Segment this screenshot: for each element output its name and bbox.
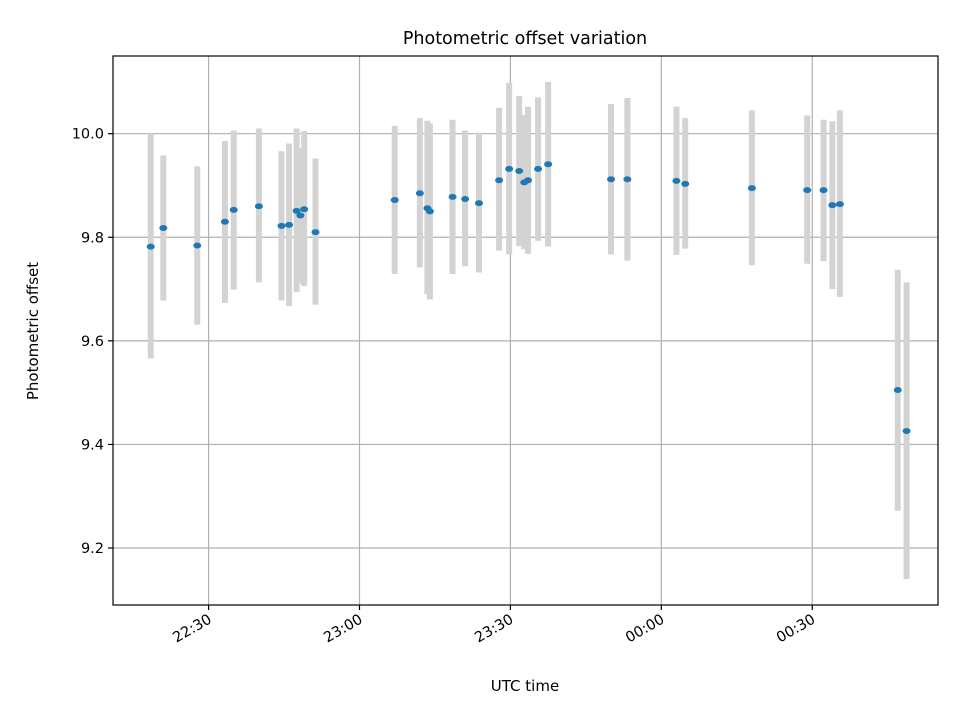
data-point [415,190,424,197]
data-point [448,193,457,200]
y-tick-label: 9.4 [81,437,104,453]
data-point [681,180,690,187]
data-point [461,195,470,202]
data-point [193,242,202,249]
data-point [474,200,483,207]
data-point [495,177,504,184]
chart-title: Photometric offset variation [403,29,647,49]
data-point [902,427,911,434]
data-point [672,177,681,184]
data-point [277,222,286,229]
data-point [390,196,399,203]
data-point [623,176,632,183]
data-point [300,206,309,213]
data-point [828,202,837,209]
y-tick-label: 9.8 [81,230,104,246]
data-point [296,212,305,219]
data-point [311,229,320,236]
data-point [893,387,902,394]
data-point [220,218,229,225]
y-tick-label: 9.2 [81,541,104,557]
data-point [607,176,616,183]
data-point [524,177,533,184]
data-point [229,206,238,213]
data-point [146,243,155,250]
y-tick-label: 10.0 [72,127,104,143]
data-point [159,224,168,231]
data-point [803,187,812,194]
data-point [515,167,524,174]
data-points [146,161,911,434]
data-point [747,185,756,192]
data-point [505,165,514,172]
y-tick-label: 9.6 [81,334,104,350]
data-point [544,161,553,168]
plot-area-frame [112,55,939,606]
y-axis-ticks: 9.2 9.4 9.6 9.8 10.0 [72,127,113,557]
x-axis-label: UTC time [491,677,559,695]
data-point [425,208,434,215]
y-axis-label: Photometric offset [24,262,42,400]
data-point [292,207,301,214]
data-point [819,187,828,194]
data-point [285,221,294,228]
data-point [534,165,543,172]
data-point [835,201,844,208]
data-point [254,203,263,210]
